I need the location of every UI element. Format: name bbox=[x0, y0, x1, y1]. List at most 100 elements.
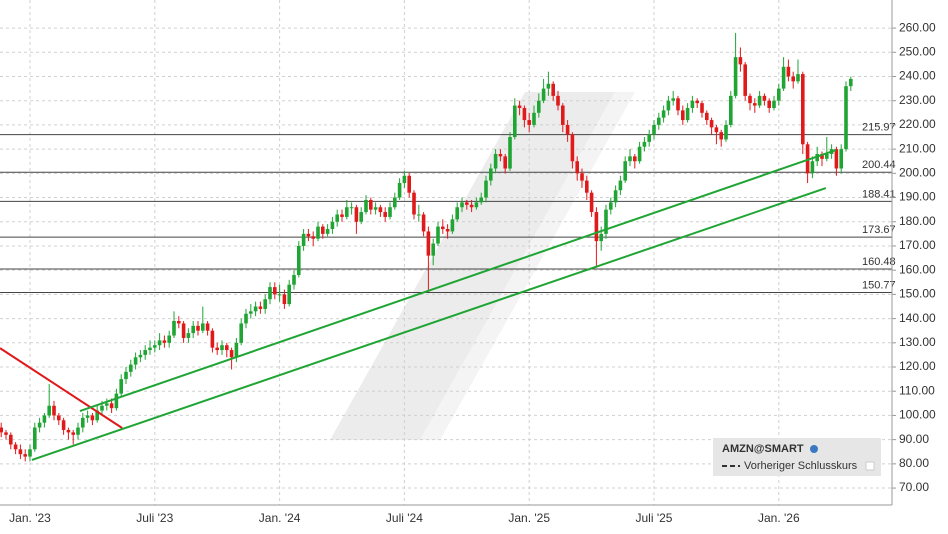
candle-body bbox=[489, 168, 493, 181]
candle-body bbox=[100, 405, 104, 411]
candle-body bbox=[162, 340, 167, 343]
candle-body bbox=[469, 204, 474, 208]
y-tick-label: 150.00 bbox=[899, 287, 936, 301]
level-label: 188.41 bbox=[862, 188, 896, 200]
candle-body bbox=[114, 393, 119, 409]
candle-body bbox=[153, 345, 157, 348]
candle-body bbox=[705, 112, 709, 121]
candle-body bbox=[532, 112, 536, 125]
candle-body bbox=[234, 342, 239, 358]
candle-body bbox=[109, 403, 114, 409]
plot: 215.97 200.44 188.41 173.67 160.48 150.77 bbox=[0, 32, 896, 462]
candle-body bbox=[772, 100, 776, 108]
candle-body bbox=[321, 226, 325, 234]
candle-body bbox=[426, 231, 431, 256]
candle-body bbox=[767, 100, 771, 108]
candle-body bbox=[263, 299, 267, 309]
candle-body bbox=[57, 415, 61, 421]
candle-body bbox=[431, 243, 435, 256]
candle-body bbox=[177, 321, 181, 324]
candle-body bbox=[201, 323, 205, 331]
candle-body bbox=[258, 306, 263, 309]
y-tick-label: 260.00 bbox=[899, 20, 936, 34]
level-label: 200.44 bbox=[862, 159, 896, 171]
candle-body bbox=[364, 199, 368, 213]
candle-body bbox=[594, 212, 599, 242]
candle-body bbox=[369, 199, 373, 210]
candle-body bbox=[90, 415, 95, 421]
candle-body bbox=[229, 350, 234, 358]
y-tick-label: 100.00 bbox=[899, 408, 936, 422]
candle-body bbox=[676, 98, 680, 111]
candle-body bbox=[479, 197, 483, 203]
candle-body bbox=[335, 214, 339, 222]
candle-body bbox=[565, 124, 570, 135]
candle-body bbox=[719, 132, 723, 140]
candle-body bbox=[709, 120, 714, 128]
candle-body bbox=[498, 153, 503, 157]
candle-body bbox=[522, 107, 527, 121]
y-tick-label: 200.00 bbox=[899, 166, 936, 180]
candle-body bbox=[436, 226, 440, 244]
candle-body bbox=[589, 192, 594, 213]
candle-body bbox=[210, 330, 215, 348]
y-tick-label: 160.00 bbox=[899, 262, 936, 276]
candle-body bbox=[325, 229, 330, 234]
candle-body bbox=[287, 284, 291, 305]
candle-body bbox=[81, 417, 85, 428]
y-tick-label: 80.00 bbox=[899, 456, 929, 470]
candle-body bbox=[61, 420, 66, 430]
candle-body bbox=[748, 95, 752, 104]
candle-body bbox=[292, 275, 296, 285]
candle-body bbox=[777, 88, 781, 101]
candle-body bbox=[354, 207, 359, 222]
candle-body bbox=[359, 212, 363, 222]
candle-body bbox=[580, 173, 584, 181]
candle-body bbox=[738, 57, 743, 65]
candle-body bbox=[633, 156, 637, 162]
candle-body bbox=[844, 86, 848, 150]
y-tick-label: 180.00 bbox=[899, 214, 936, 228]
candle-body bbox=[604, 209, 608, 234]
candle-body bbox=[42, 415, 47, 423]
candle-body bbox=[181, 323, 186, 338]
legend-checkbox[interactable] bbox=[865, 461, 875, 471]
candle-body bbox=[570, 134, 575, 162]
candle-body bbox=[253, 306, 258, 312]
candle-body bbox=[191, 325, 195, 334]
legend-prev-close: Vorheriger Schlusskurs bbox=[744, 460, 858, 472]
y-tick-label: 110.00 bbox=[899, 383, 935, 397]
candle-body bbox=[71, 432, 75, 435]
y-tick-label: 220.00 bbox=[899, 117, 936, 131]
candle-body bbox=[119, 379, 123, 394]
candle-body bbox=[657, 117, 661, 125]
candle-body bbox=[796, 74, 800, 82]
candle-body bbox=[412, 192, 416, 215]
candle-body bbox=[733, 57, 738, 96]
candle-body bbox=[133, 357, 138, 365]
candle-body bbox=[282, 294, 287, 305]
candle-body bbox=[340, 214, 344, 217]
legend-box bbox=[713, 438, 881, 476]
candle-body bbox=[666, 100, 671, 111]
y-tick-label: 190.00 bbox=[899, 190, 936, 204]
candle-body bbox=[690, 100, 695, 108]
y-tick-label: 210.00 bbox=[899, 141, 936, 155]
candle-body bbox=[642, 141, 647, 147]
candle-body bbox=[445, 229, 450, 232]
legend-icon bbox=[810, 445, 818, 453]
candle-body bbox=[493, 153, 498, 169]
candle-body bbox=[167, 335, 171, 343]
candle-body bbox=[349, 207, 354, 209]
candle-body bbox=[503, 156, 507, 169]
candle-body bbox=[637, 146, 642, 162]
candle-body bbox=[215, 347, 219, 351]
candle-body bbox=[397, 183, 402, 198]
candle-body bbox=[839, 149, 843, 169]
candle-body bbox=[33, 427, 37, 450]
candle-body bbox=[441, 226, 445, 230]
candle-body bbox=[66, 429, 71, 433]
candle-body bbox=[450, 219, 455, 232]
trend-line bbox=[79, 149, 837, 413]
candle-body bbox=[465, 202, 469, 205]
